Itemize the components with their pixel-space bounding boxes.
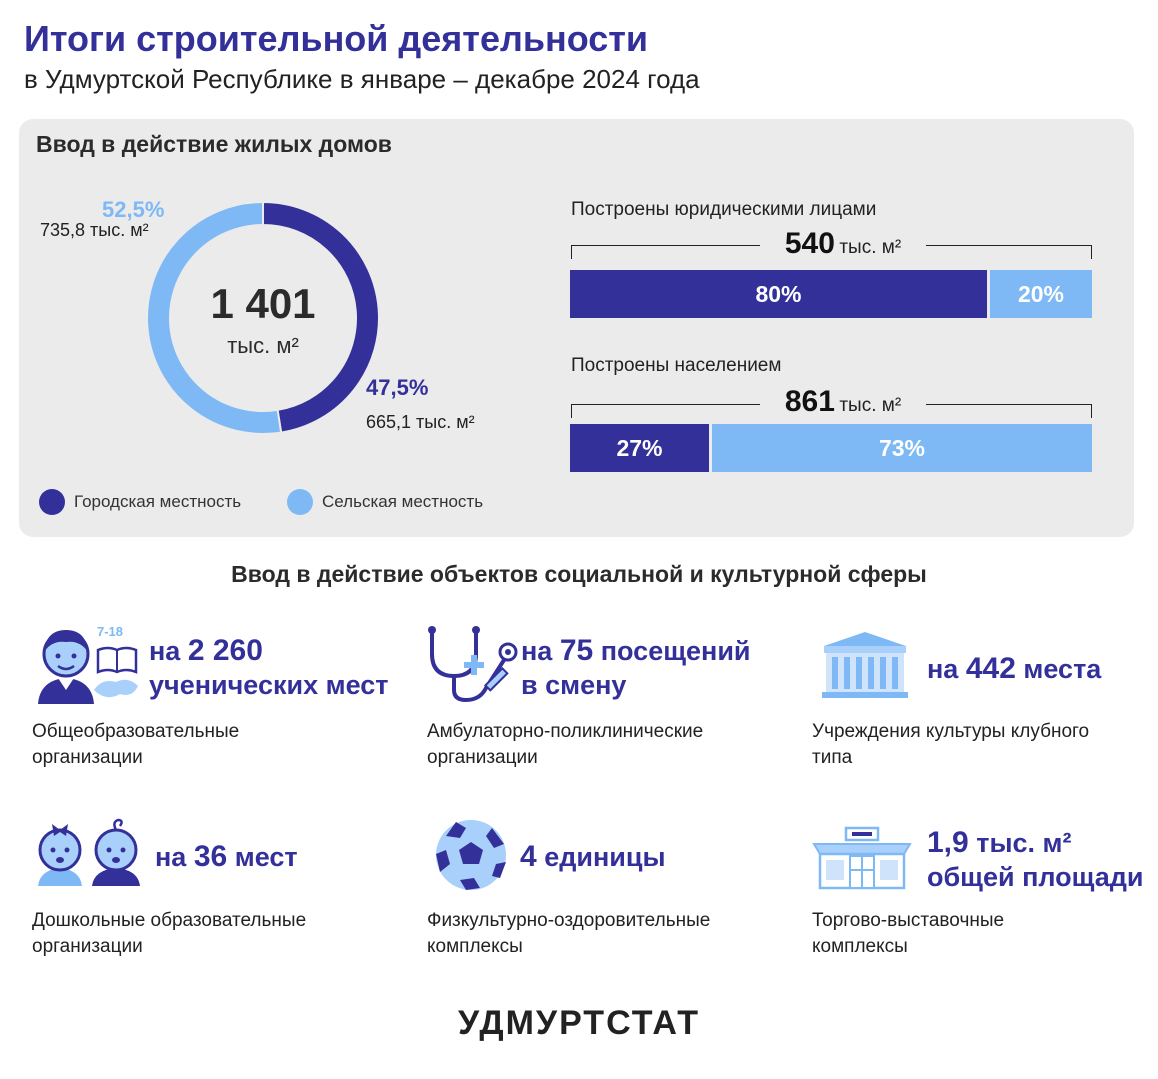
clinics-line2: в смену <box>521 670 627 700</box>
schools-metric: на 2 260 ученических мест <box>149 634 388 702</box>
legal-rural-bar: 20% <box>990 270 1092 318</box>
schools-value: 2 260 <box>187 634 263 667</box>
kindergartens-suffix: мест <box>234 842 298 872</box>
sports-metric: 4 единицы <box>520 840 666 874</box>
culture-caption-line1: Учреждения культуры клубного <box>812 721 1090 742</box>
population-total: 861 тыс. м² <box>760 385 926 421</box>
clinics-prefix: на <box>521 636 553 666</box>
schools-caption: Общеобразовательные организации <box>32 719 239 771</box>
rural-value-label: 735,8 тыс. м² <box>40 220 149 240</box>
population-total-unit: тыс. м² <box>839 395 902 416</box>
population-rural-bar: 73% <box>712 424 1092 472</box>
legend-urban-swatch <box>39 489 65 515</box>
sports-caption-line2: комплексы <box>427 936 523 957</box>
page-title: Итоги строительной деятельности <box>24 18 649 59</box>
legend-rural-label: Сельская местность <box>322 492 484 511</box>
donut-total-value: 1 401 <box>210 280 316 327</box>
sports-suffix: единицы <box>544 842 666 872</box>
clinics-caption-line1: Амбулаторно-поликлинические <box>427 721 704 742</box>
population-bar-title: Построены населением <box>571 355 782 376</box>
clinics-caption-line2: организации <box>427 747 538 768</box>
trade-caption: Торгово-выставочные комплексы <box>812 908 1004 960</box>
clinics-caption: Амбулаторно-поликлинические организации <box>427 719 703 771</box>
culture-caption-line2: типа <box>812 747 853 768</box>
legal-total: 540 тыс. м² <box>760 227 926 263</box>
urban-percent-label: 47,5% <box>366 375 429 400</box>
football-icon <box>436 820 506 890</box>
housing-donut-chart <box>146 200 380 435</box>
clinics-suffix: посещений <box>600 636 751 666</box>
legal-total-unit: тыс. м² <box>839 237 902 258</box>
legal-urban-bar: 80% <box>570 270 987 318</box>
sports-caption: Физкультурно-оздоровительные комплексы <box>427 908 710 960</box>
legend-rural-swatch <box>287 489 313 515</box>
kindergartens-value: 36 <box>193 840 228 873</box>
culture-suffix: места <box>1023 654 1102 684</box>
legal-total-value: 540 <box>784 227 835 260</box>
culture-metric: на 442 места <box>927 652 1101 686</box>
population-urban-bar: 27% <box>570 424 709 472</box>
kindergartens-caption-line1: Дошкольные образовательные <box>32 910 307 931</box>
schools-prefix: на <box>149 636 181 666</box>
kindergartens-prefix: на <box>155 842 187 872</box>
clinics-metric: на 75 посещений в смену <box>521 634 751 702</box>
trade-metric: 1,9 тыс. м² общей площади <box>927 826 1144 894</box>
schools-caption-line1: Общеобразовательные <box>32 721 240 742</box>
stethoscope-icon <box>428 626 518 703</box>
social-section-title: Ввод в действие объектов социальной и ку… <box>231 561 927 587</box>
schoolchild-icon <box>38 630 138 704</box>
culture-prefix: на <box>927 654 959 684</box>
footer-brand-logo: УДМУРТСТАТ <box>457 1004 701 1042</box>
population-total-value: 861 <box>784 385 835 418</box>
urban-value-label: 665,1 тыс. м² <box>366 412 475 432</box>
culture-value: 442 <box>965 652 1016 685</box>
culture-caption: Учреждения культуры клубного типа <box>812 719 1089 771</box>
trade-suffix: тыс. м² <box>976 828 1072 858</box>
schools-line2: ученических мест <box>149 670 389 700</box>
housing-title: Ввод в действие жилых домов <box>36 131 392 157</box>
trade-caption-line1: Торгово-выставочные <box>812 910 1005 931</box>
clinics-value: 75 <box>559 634 594 667</box>
shopping-center-icon <box>812 826 912 890</box>
culture-building-icon <box>822 632 908 698</box>
toddlers-icon <box>38 818 140 886</box>
legend-urban-label: Городская местность <box>74 492 242 511</box>
trade-caption-line2: комплексы <box>812 936 908 957</box>
sports-value: 4 <box>520 840 537 873</box>
legal-bar-title: Построены юридическими лицами <box>571 199 877 220</box>
sports-caption-line1: Физкультурно-оздоровительные <box>427 910 711 931</box>
kindergartens-caption: Дошкольные образовательные организации <box>32 908 306 960</box>
schools-caption-line2: организации <box>32 747 143 768</box>
donut-slice-rural <box>146 200 283 435</box>
page-subtitle: в Удмуртской Республике в январе – декаб… <box>24 64 700 94</box>
trade-value: 1,9 <box>927 826 969 859</box>
rural-percent-label: 52,5% <box>102 197 165 222</box>
trade-line2: общей площади <box>927 862 1144 892</box>
kindergartens-caption-line2: организации <box>32 936 143 957</box>
donut-total-unit: тыс. м² <box>227 333 299 358</box>
kindergartens-metric: на 36 мест <box>155 840 298 874</box>
age-range-label: 7-18 <box>97 624 124 639</box>
